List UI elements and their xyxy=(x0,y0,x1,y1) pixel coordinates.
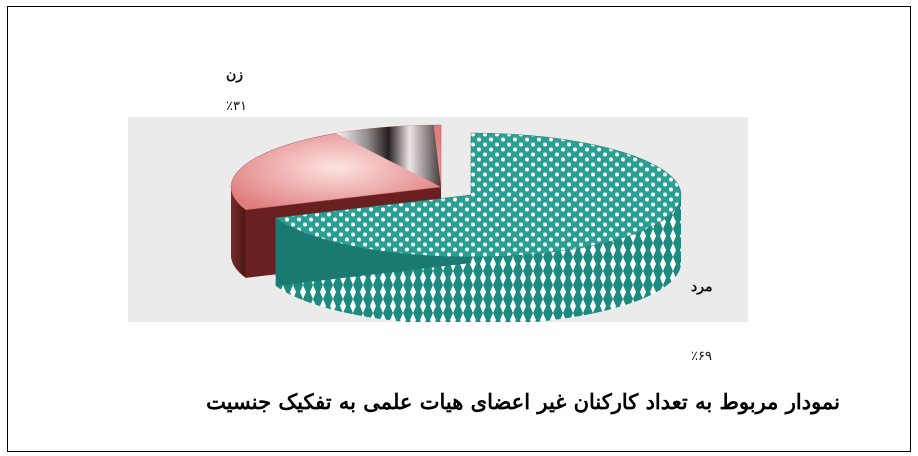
slice-label-women: زن xyxy=(226,67,244,83)
pie-plot-area xyxy=(128,117,748,322)
slice-women-rim xyxy=(231,187,246,278)
slice-value-women: ٪۳۱ xyxy=(226,99,247,114)
slice-men-side xyxy=(275,195,681,322)
slice-value-men: ٪۶۹ xyxy=(691,349,712,364)
slice-label-men: مرد xyxy=(691,279,713,295)
slice-men-top xyxy=(275,132,682,258)
chart-title: نمودار مربوط به تعداد کارکنان غیر اعضای … xyxy=(206,389,840,414)
slice-women-highlight xyxy=(336,125,441,187)
chart-frame: زن ٪۳۱ مرد ٪۶۹ نمودار مربوط به تعداد کار… xyxy=(7,6,911,452)
pie-chart xyxy=(230,124,682,322)
